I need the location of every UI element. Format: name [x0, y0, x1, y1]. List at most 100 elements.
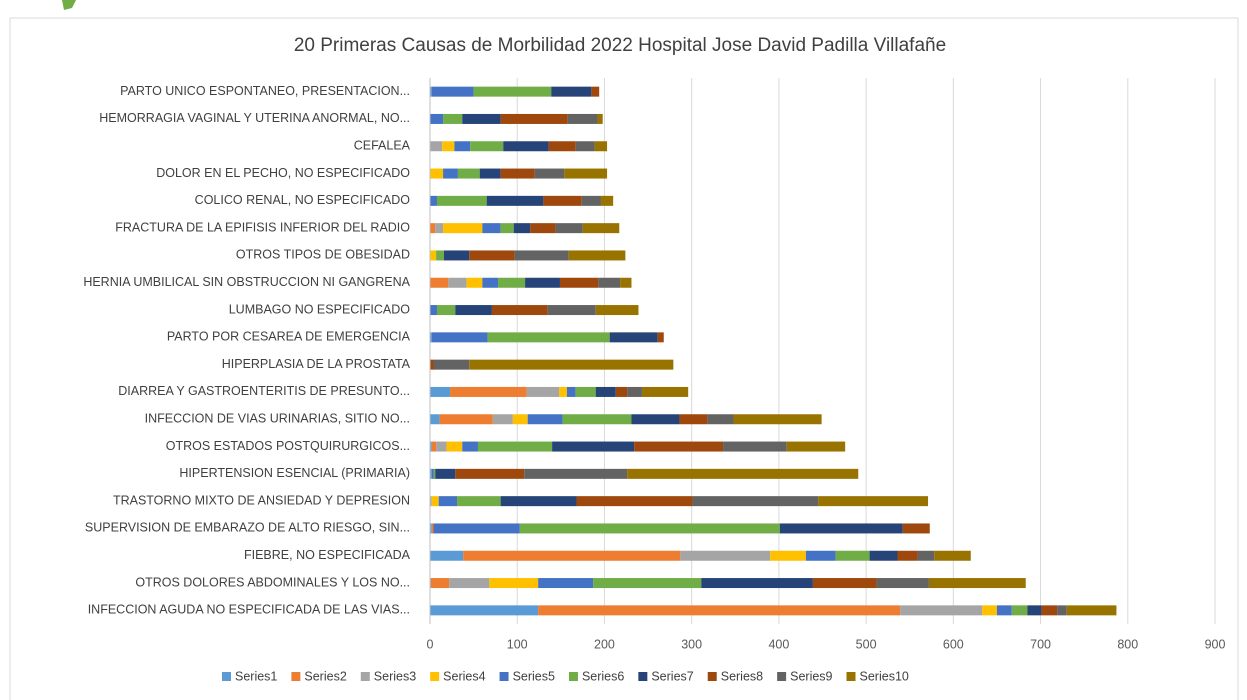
legend-swatch: [707, 672, 717, 681]
y-tick-label: LUMBAGO NO ESPECIFICADO: [229, 302, 411, 316]
bar-segment: [431, 468, 434, 479]
bar-segment: [595, 386, 616, 397]
bar-segment: [897, 550, 918, 561]
bar-segment: [500, 113, 568, 124]
bar-segment: [591, 86, 600, 97]
bar-segment: [473, 86, 552, 97]
bar-segment: [489, 578, 539, 589]
bar-segment: [512, 414, 528, 425]
legend-swatch: [222, 672, 231, 681]
bar-segment: [430, 386, 451, 397]
bar-segment: [479, 168, 501, 179]
legend-swatch: [777, 672, 787, 681]
bar-segment: [430, 605, 539, 616]
bar-segment: [469, 250, 515, 261]
x-tick-label: 900: [1205, 637, 1226, 651]
x-tick-label: 600: [943, 637, 964, 651]
bar-segment: [575, 141, 595, 152]
bar-segment: [701, 578, 813, 589]
bar-segment: [498, 277, 526, 288]
bar-segment: [430, 277, 449, 288]
bar-segment: [733, 414, 822, 425]
x-tick-label: 200: [594, 637, 615, 651]
bar-segment: [430, 359, 434, 370]
bar-segment: [876, 578, 929, 589]
bar-segment: [466, 277, 483, 288]
bar-segment: [609, 332, 658, 343]
y-tick-label: HERNIA UMBILICAL SIN OBSTRUCCION NI GANG…: [83, 275, 410, 289]
bar-segment: [779, 523, 903, 534]
bar-segment: [575, 386, 596, 397]
bar-segment: [431, 441, 437, 452]
bar-segment: [559, 386, 567, 397]
bar-segment: [457, 496, 501, 507]
bar-segment: [597, 113, 603, 124]
bar-segment: [524, 468, 628, 479]
y-tick-label: HIPERPLASIA DE LA PROSTATA: [222, 357, 411, 371]
legend-swatch: [638, 672, 648, 681]
bar-segment: [448, 277, 467, 288]
bar-segment: [430, 414, 440, 425]
bar-segment: [996, 605, 1012, 616]
legend-label: Series6: [582, 669, 624, 683]
y-tick-label: FRACTURA DE LA EPIFISIS INFERIOR DEL RAD…: [115, 220, 410, 234]
bar-segment: [482, 277, 499, 288]
bar-segment: [547, 305, 596, 316]
y-tick-label: OTROS TIPOS DE OBESIDAD: [236, 248, 410, 262]
legend-swatch: [499, 672, 509, 681]
y-tick-label: TRASTORNO MIXTO DE ANSIEDAD Y DEPRESION: [113, 493, 410, 507]
y-tick-label: OTROS ESTADOS POSTQUIRURGICOS...: [166, 439, 410, 453]
bar-segment: [1057, 605, 1067, 616]
legend-swatch: [291, 672, 301, 681]
bar-segment: [430, 86, 432, 97]
legend-label: Series4: [443, 669, 485, 683]
y-tick-label: CEFALEA: [354, 139, 411, 153]
bar-segment: [462, 441, 478, 452]
bar-segment: [707, 414, 734, 425]
bar-segment: [615, 386, 628, 397]
bar-segment: [982, 605, 997, 616]
bar-segment: [600, 195, 614, 206]
bar-segment: [430, 496, 432, 507]
y-tick-label: DOLOR EN EL PECHO, NO ESPECIFICADO: [156, 166, 410, 180]
bar-segment: [551, 86, 592, 97]
bar-segment: [620, 277, 632, 288]
x-tick-label: 800: [1117, 637, 1138, 651]
bar-segment: [568, 250, 626, 261]
bar-segment: [538, 578, 594, 589]
bar-segment: [538, 605, 901, 616]
bar-segment: [430, 141, 443, 152]
y-tick-label: SUPERVISION DE EMBARAZO DE ALTO RIESGO, …: [85, 521, 410, 535]
bar-segment: [525, 277, 560, 288]
legend-label: Series8: [721, 669, 763, 683]
bar-segment: [818, 496, 929, 507]
bar-segment: [469, 359, 674, 370]
bar-segment: [430, 441, 432, 452]
y-tick-label: HIPERTENSION ESENCIAL (PRIMARIA): [179, 466, 410, 480]
bar-segment: [431, 523, 434, 534]
bar-segment: [627, 468, 859, 479]
legend-swatch: [846, 672, 856, 681]
bar-segment: [463, 550, 681, 561]
bar-segment: [457, 168, 480, 179]
x-tick-label: 400: [768, 637, 789, 651]
bar-segment: [454, 141, 471, 152]
bar-segment: [869, 550, 898, 561]
y-tick-label: HEMORRAGIA VAGINAL Y UTERINA ANORMAL, NO…: [99, 111, 410, 125]
bar-segment: [435, 223, 444, 234]
bar-segment: [492, 414, 513, 425]
legend-swatch: [360, 672, 370, 681]
bar-segment: [641, 386, 689, 397]
bar-segment: [438, 496, 458, 507]
bar-segment: [657, 332, 664, 343]
bar-segment: [430, 332, 432, 343]
bar-segment: [928, 578, 1026, 589]
bar-segment: [430, 223, 436, 234]
bar-segment: [576, 496, 693, 507]
y-tick-label: PARTO POR CESAREA DE EMERGENCIA: [167, 330, 411, 344]
bar-segment: [1011, 605, 1028, 616]
legend-swatch: [430, 672, 440, 681]
bar-segment: [431, 86, 474, 97]
bar-segment: [433, 468, 436, 479]
